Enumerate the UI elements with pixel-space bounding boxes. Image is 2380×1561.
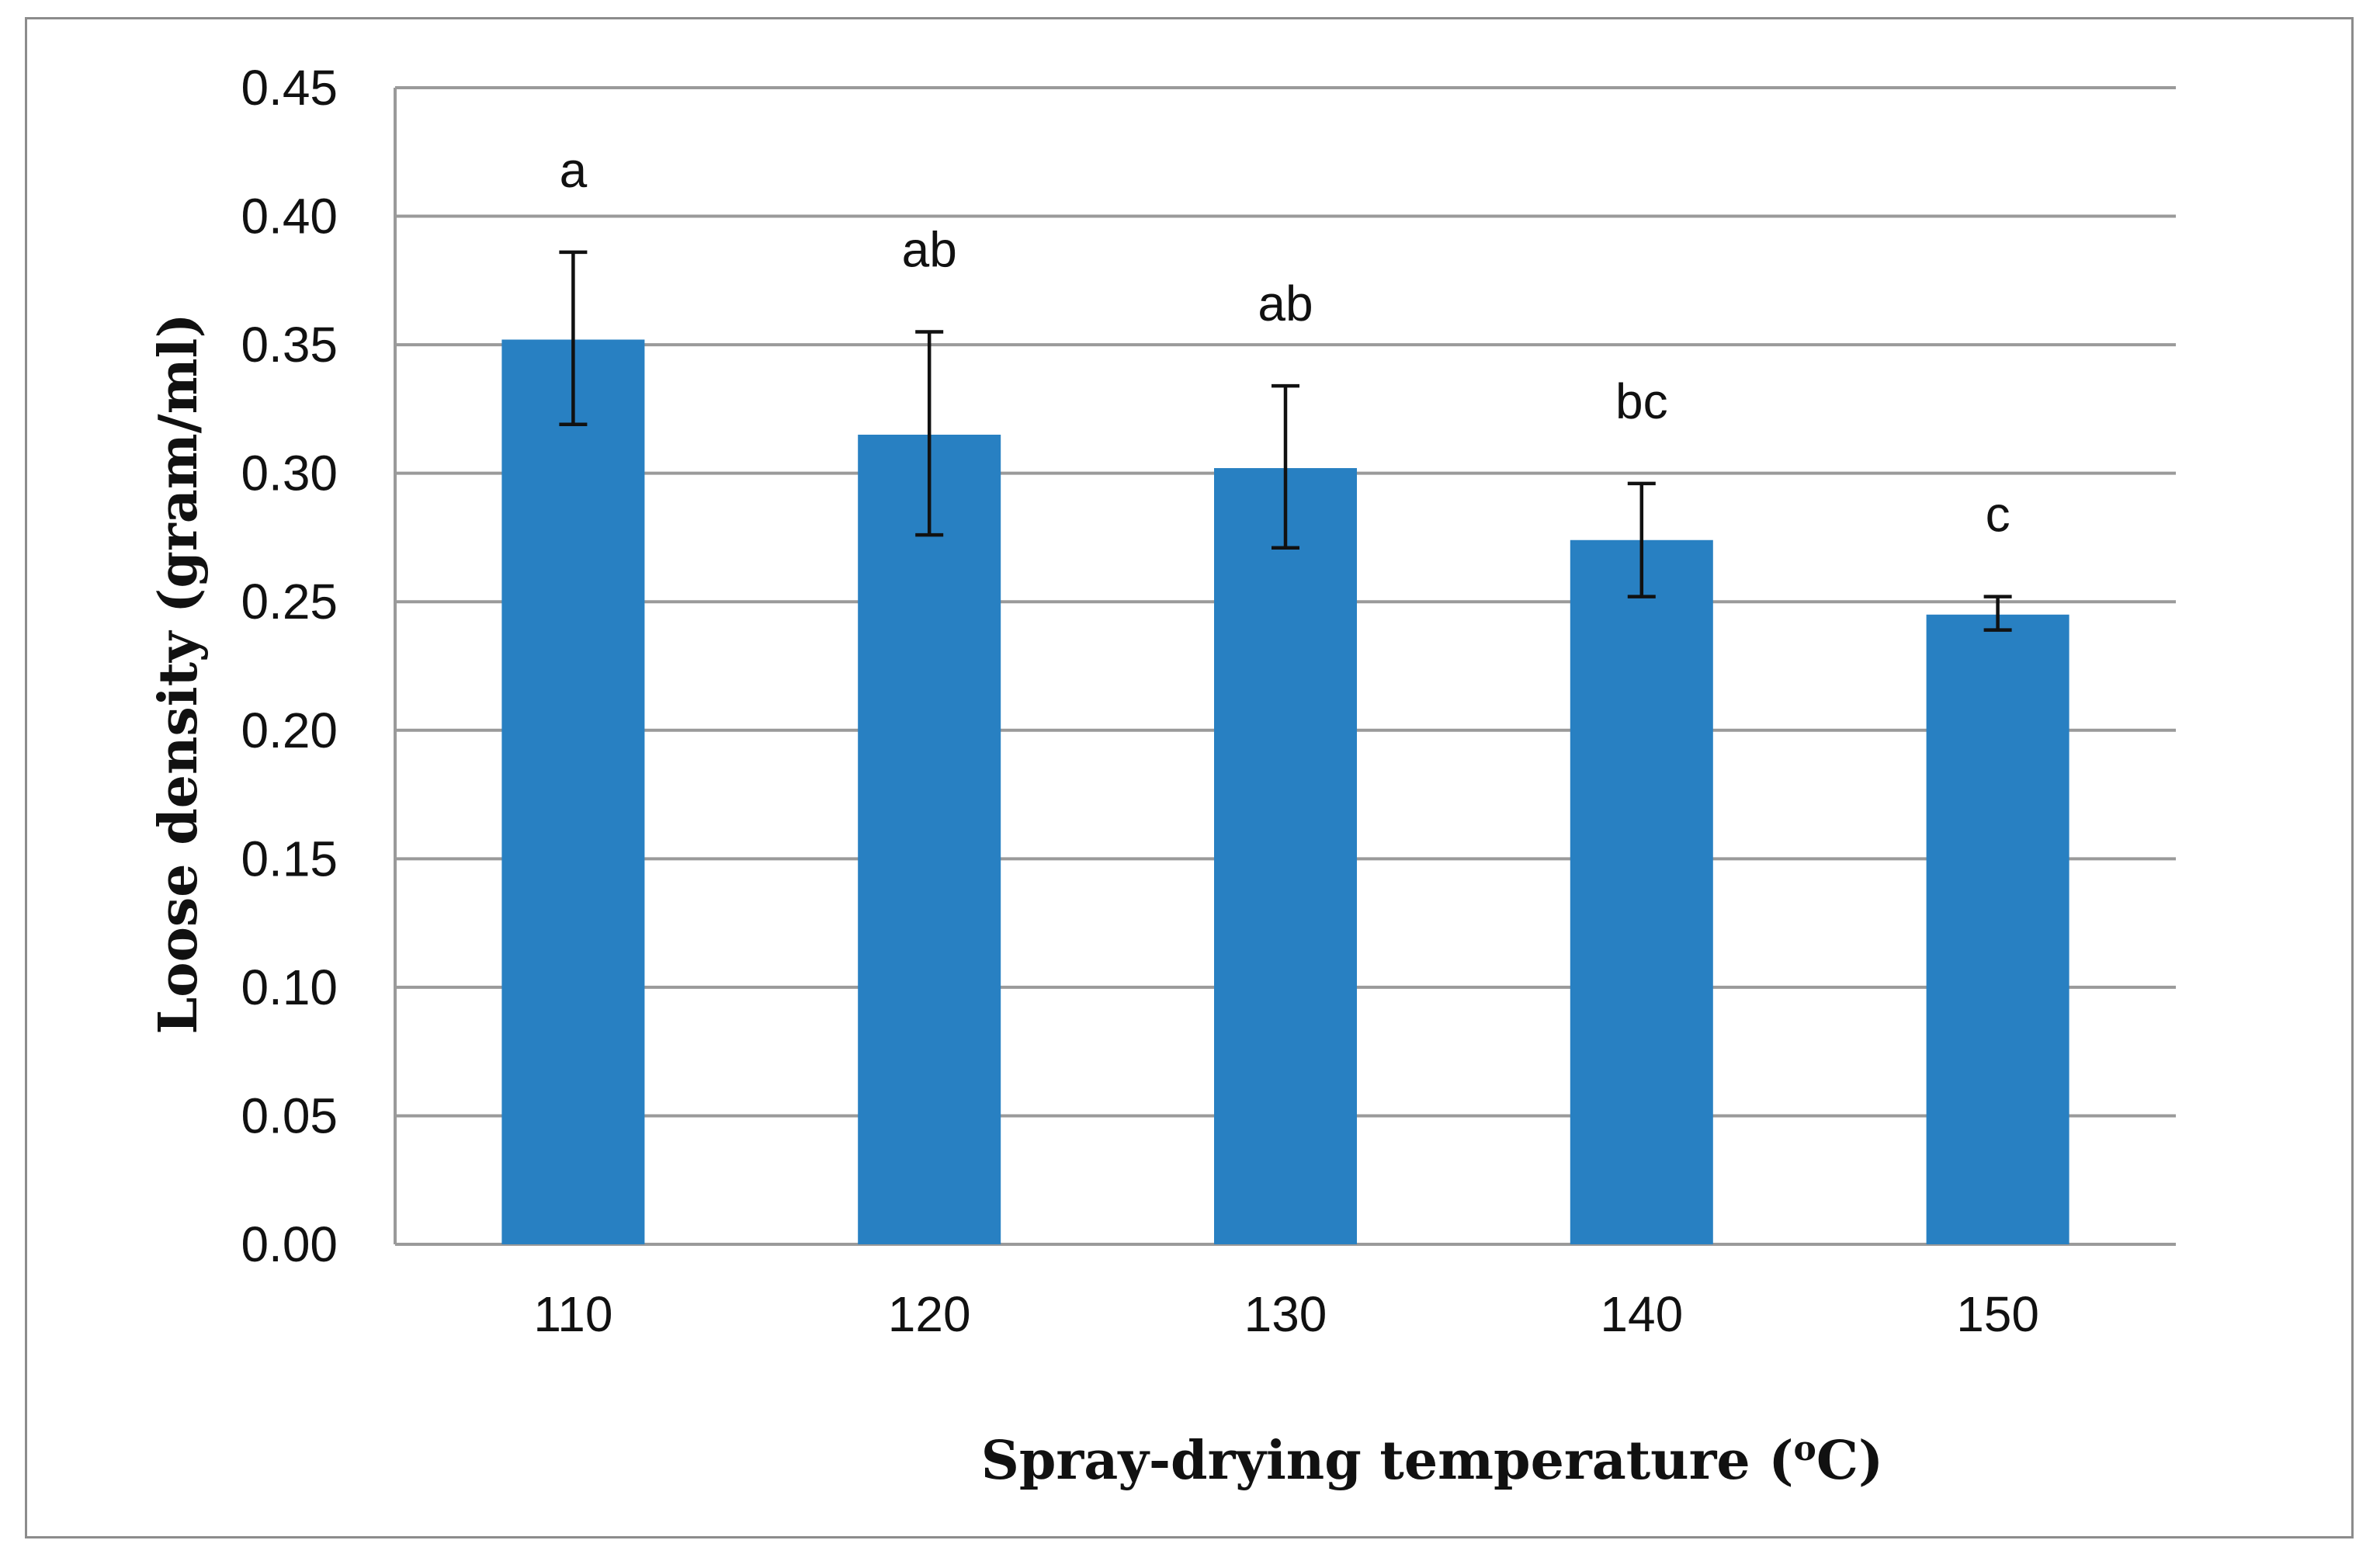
significance-letter: ab — [902, 222, 957, 278]
x-axis-title: Spray-drying temperature (oC) — [981, 1429, 1883, 1492]
bar — [501, 339, 645, 1244]
bars — [501, 339, 2069, 1244]
y-tick-label: 0.00 — [241, 1216, 338, 1272]
y-tick-label: 0.30 — [241, 446, 338, 501]
bar-chart: 0.00 0.05 0.10 0.15 0.20 0.25 0.30 0.35 0.40 0.45… — [147, 60, 2176, 1492]
x-tick-label: 110 — [533, 1286, 612, 1342]
significance-letter: bc — [1615, 373, 1668, 429]
chart-frame: 0.00 0.05 0.10 0.15 0.20 0.25 0.30 0.35 0.40 0.45… — [25, 17, 2354, 1538]
bar — [858, 435, 1001, 1244]
x-axis-title-main: Spray-drying temperature ( — [981, 1430, 1794, 1492]
x-axis-title-suffix: C) — [1816, 1430, 1883, 1492]
y-tick-label: 0.45 — [241, 60, 338, 116]
bar — [1570, 539, 1713, 1244]
y-tick-label: 0.40 — [241, 189, 338, 245]
x-tick-label: 140 — [1600, 1286, 1683, 1342]
bar — [1926, 614, 2069, 1244]
y-tick-label: 0.25 — [241, 574, 338, 630]
significance-letter: c — [1986, 487, 2011, 543]
significance-letter: ab — [1258, 276, 1313, 331]
y-tick-label: 0.10 — [241, 959, 338, 1015]
y-tick-label: 0.15 — [241, 831, 338, 886]
y-tick-label: 0.05 — [241, 1087, 338, 1143]
bar — [1214, 468, 1357, 1244]
significance-letter: a — [560, 142, 588, 198]
x-tick-label: 130 — [1244, 1286, 1327, 1342]
x-axis-title-superscript: o — [1794, 1429, 1816, 1469]
x-tick-label: 150 — [1956, 1286, 2039, 1342]
y-tick-label: 0.20 — [241, 702, 338, 758]
y-axis-title: Loose density (gram/ml) — [147, 313, 210, 1034]
error-bars — [559, 250, 2012, 632]
y-tick-label: 0.35 — [241, 317, 338, 373]
x-tick-label: 120 — [888, 1286, 971, 1342]
labels: 0.00 0.05 0.10 0.15 0.20 0.25 0.30 0.35 0.40 0.45… — [241, 60, 2039, 1342]
